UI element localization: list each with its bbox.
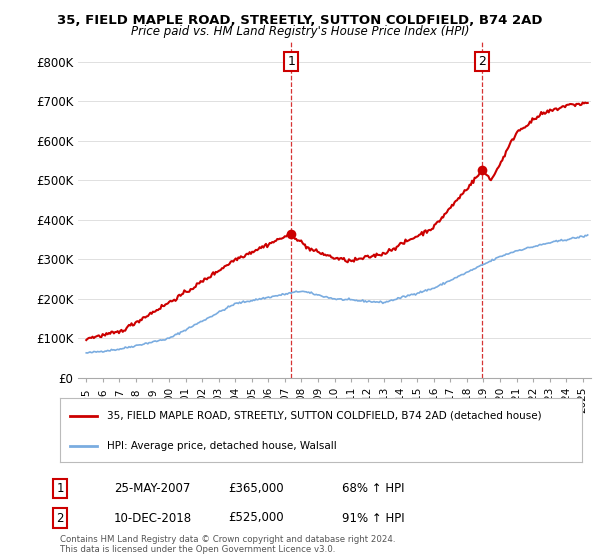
- Text: 1: 1: [287, 55, 295, 68]
- Text: 91% ↑ HPI: 91% ↑ HPI: [342, 511, 404, 525]
- Text: 35, FIELD MAPLE ROAD, STREETLY, SUTTON COLDFIELD, B74 2AD (detached house): 35, FIELD MAPLE ROAD, STREETLY, SUTTON C…: [107, 410, 542, 421]
- Text: 68% ↑ HPI: 68% ↑ HPI: [342, 482, 404, 495]
- Text: 2: 2: [56, 511, 64, 525]
- Text: 35, FIELD MAPLE ROAD, STREETLY, SUTTON COLDFIELD, B74 2AD: 35, FIELD MAPLE ROAD, STREETLY, SUTTON C…: [57, 14, 543, 27]
- Text: Price paid vs. HM Land Registry's House Price Index (HPI): Price paid vs. HM Land Registry's House …: [131, 25, 469, 38]
- Text: Contains HM Land Registry data © Crown copyright and database right 2024.: Contains HM Land Registry data © Crown c…: [60, 535, 395, 544]
- Text: This data is licensed under the Open Government Licence v3.0.: This data is licensed under the Open Gov…: [60, 545, 335, 554]
- Text: £365,000: £365,000: [228, 482, 284, 495]
- Text: HPI: Average price, detached house, Walsall: HPI: Average price, detached house, Wals…: [107, 441, 337, 451]
- Text: 10-DEC-2018: 10-DEC-2018: [114, 511, 192, 525]
- Text: 25-MAY-2007: 25-MAY-2007: [114, 482, 190, 495]
- Text: 1: 1: [56, 482, 64, 495]
- Text: £525,000: £525,000: [228, 511, 284, 525]
- Text: 2: 2: [478, 55, 486, 68]
